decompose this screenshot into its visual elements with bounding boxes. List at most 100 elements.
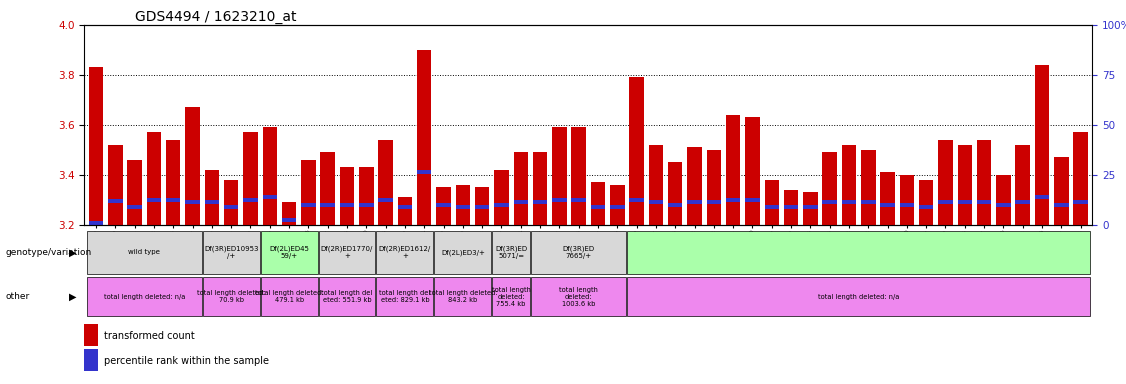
- Bar: [397, 197, 412, 225]
- Bar: [530, 231, 626, 274]
- Text: Df(3R)ED10953
/+: Df(3R)ED10953 /+: [204, 246, 259, 259]
- Bar: [649, 145, 663, 225]
- Bar: [321, 203, 334, 207]
- Bar: [301, 203, 315, 207]
- Bar: [89, 221, 104, 225]
- Bar: [435, 277, 491, 316]
- Bar: [87, 231, 202, 274]
- Bar: [513, 152, 528, 225]
- Bar: [359, 203, 374, 207]
- Bar: [919, 180, 933, 225]
- Bar: [1054, 203, 1069, 207]
- Text: transformed count: transformed count: [104, 331, 195, 341]
- Text: ▶: ▶: [69, 291, 77, 301]
- Bar: [456, 205, 470, 209]
- Bar: [435, 231, 491, 274]
- Bar: [186, 200, 199, 204]
- Bar: [765, 205, 779, 209]
- Bar: [203, 231, 260, 274]
- Text: total length deleted: n/a: total length deleted: n/a: [104, 294, 185, 300]
- Bar: [127, 160, 142, 225]
- Bar: [319, 277, 375, 316]
- Bar: [707, 150, 721, 225]
- Bar: [687, 200, 701, 204]
- Bar: [262, 195, 277, 199]
- Bar: [475, 205, 490, 209]
- Bar: [108, 199, 123, 204]
- Text: Df(3R)ED
7665/+: Df(3R)ED 7665/+: [563, 246, 595, 259]
- Bar: [166, 140, 180, 225]
- Bar: [919, 205, 933, 209]
- Bar: [938, 140, 953, 225]
- Bar: [861, 150, 876, 225]
- Bar: [957, 200, 972, 204]
- Text: Df(2L)ED3/+: Df(2L)ED3/+: [441, 249, 485, 256]
- Text: ▶: ▶: [69, 247, 77, 257]
- Text: total length deleted: n/a: total length deleted: n/a: [817, 294, 900, 300]
- Bar: [1073, 200, 1088, 204]
- Bar: [87, 277, 202, 316]
- Bar: [957, 145, 972, 225]
- Bar: [494, 170, 509, 225]
- Bar: [108, 145, 123, 225]
- Bar: [571, 127, 586, 225]
- Text: percentile rank within the sample: percentile rank within the sample: [104, 356, 269, 366]
- Bar: [881, 172, 895, 225]
- Bar: [822, 152, 837, 225]
- Bar: [224, 180, 239, 225]
- Bar: [397, 205, 412, 209]
- Bar: [146, 132, 161, 225]
- Bar: [552, 127, 566, 225]
- Bar: [1054, 157, 1069, 225]
- Bar: [1016, 200, 1030, 204]
- Bar: [186, 108, 199, 225]
- Bar: [319, 231, 375, 274]
- Bar: [205, 170, 220, 225]
- Bar: [627, 277, 1090, 316]
- Bar: [1073, 132, 1088, 225]
- Bar: [282, 218, 296, 222]
- Bar: [649, 200, 663, 204]
- Bar: [492, 231, 530, 274]
- Text: Df(3R)ED
5071/=: Df(3R)ED 5071/=: [495, 246, 527, 259]
- Text: total length deleted:
479.1 kb: total length deleted: 479.1 kb: [254, 290, 323, 303]
- Bar: [378, 198, 393, 202]
- Bar: [687, 147, 701, 225]
- Bar: [900, 203, 914, 207]
- Text: Df(2R)ED1770/
+: Df(2R)ED1770/ +: [321, 246, 373, 259]
- Bar: [668, 203, 682, 207]
- Bar: [436, 187, 450, 225]
- Bar: [243, 198, 258, 202]
- Text: Df(2L)ED45
59/+: Df(2L)ED45 59/+: [269, 246, 309, 259]
- Bar: [726, 198, 741, 202]
- Text: total length
deleted:
1003.6 kb: total length deleted: 1003.6 kb: [560, 286, 598, 307]
- Bar: [260, 277, 318, 316]
- Bar: [629, 198, 644, 202]
- Bar: [127, 205, 142, 209]
- Bar: [1016, 145, 1030, 225]
- Bar: [900, 175, 914, 225]
- Bar: [203, 277, 260, 316]
- Bar: [376, 231, 434, 274]
- Text: total length del
eted: 551.9 kb: total length del eted: 551.9 kb: [321, 290, 373, 303]
- Bar: [1035, 195, 1049, 199]
- Text: Df(2R)ED1612/
+: Df(2R)ED1612/ +: [378, 246, 431, 259]
- Bar: [205, 200, 220, 204]
- Bar: [533, 152, 547, 225]
- Text: GDS4494 / 1623210_at: GDS4494 / 1623210_at: [135, 10, 296, 23]
- Bar: [378, 140, 393, 225]
- Bar: [359, 167, 374, 225]
- Text: total length del
eted: 829.1 kb: total length del eted: 829.1 kb: [379, 290, 430, 303]
- Bar: [533, 200, 547, 204]
- Bar: [610, 205, 625, 209]
- Bar: [784, 190, 798, 225]
- Bar: [89, 68, 104, 225]
- Bar: [260, 231, 318, 274]
- Bar: [456, 185, 470, 225]
- Bar: [494, 203, 509, 207]
- Bar: [803, 205, 817, 209]
- Bar: [591, 205, 606, 209]
- Bar: [745, 118, 760, 225]
- Bar: [726, 115, 741, 225]
- Text: wild type: wild type: [128, 250, 160, 255]
